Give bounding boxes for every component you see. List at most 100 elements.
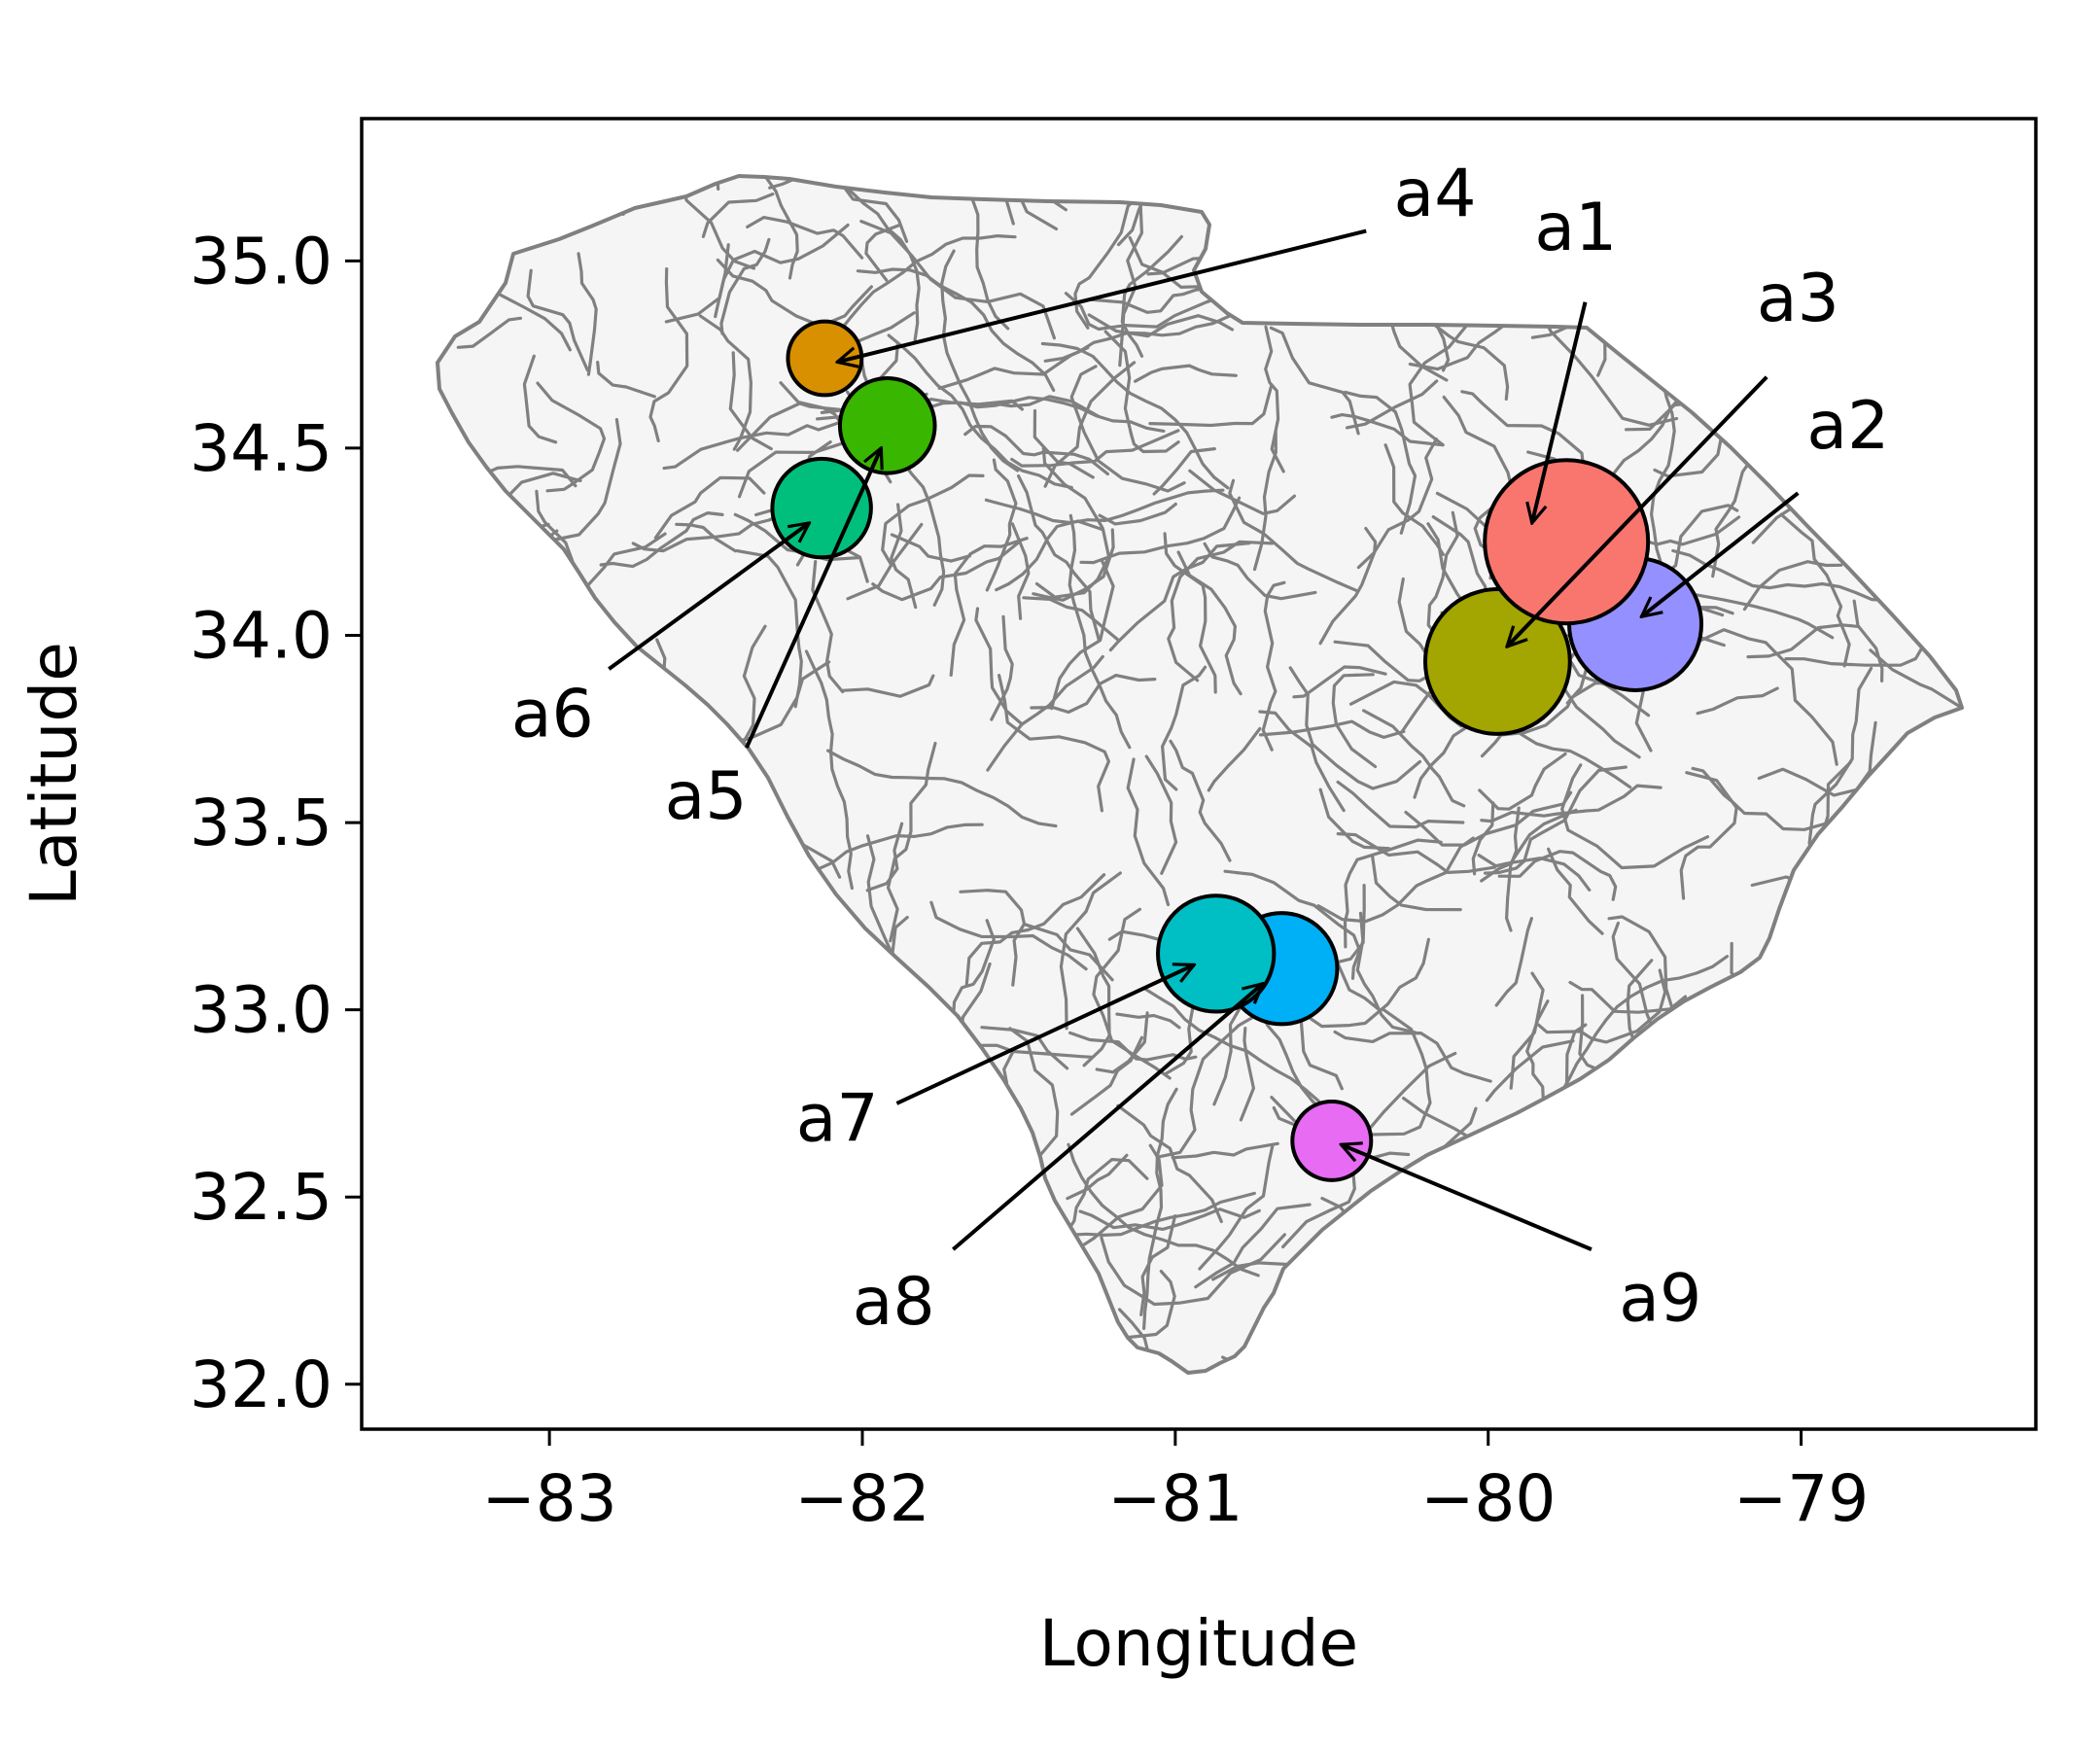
tract-edge <box>397 1285 430 1389</box>
tract-edge <box>1285 1239 1359 1373</box>
marker-a5 <box>837 376 937 475</box>
county-edge <box>1431 1212 1653 1269</box>
tract-edge <box>471 1281 580 1373</box>
tract-edge <box>621 1335 771 1373</box>
county-edge <box>1141 986 1341 1131</box>
tract-edge <box>1261 580 1286 752</box>
tract-edge <box>600 1055 676 1074</box>
arrow-a3 <box>1507 375 1768 647</box>
tract-edge <box>728 936 854 998</box>
tract-edge <box>1171 1141 1279 1160</box>
tract-edge <box>1075 927 1111 1068</box>
tract-edge <box>548 1052 621 1255</box>
annotation-label-a5: a5 <box>665 758 748 835</box>
y-tick-label: 34.5 <box>190 411 332 486</box>
tract-edge <box>521 896 581 994</box>
tract-edge <box>444 861 501 917</box>
tract-edge <box>929 900 1088 971</box>
county-edge <box>925 396 1166 433</box>
tract-edge <box>1292 665 1387 699</box>
tract-edge <box>865 822 904 892</box>
tract-edge <box>998 674 1110 813</box>
marker-a9 <box>1290 1099 1374 1182</box>
arrow-a7 <box>895 964 1194 1105</box>
tract-edge <box>1509 971 1545 1090</box>
tract-edge <box>1362 709 1466 808</box>
tract-edge <box>1826 1136 1916 1206</box>
tract-edge <box>1665 187 1756 384</box>
tract-edge <box>1064 292 1233 332</box>
county-edge <box>591 1268 776 1373</box>
tract-edge <box>803 1238 922 1256</box>
tract-edge <box>630 1275 825 1330</box>
tract-edge <box>1807 666 1873 855</box>
tract-edge <box>1194 1203 1312 1289</box>
tract-edge <box>1630 183 1710 304</box>
basemap <box>397 174 2035 1389</box>
tract-edge <box>1198 1144 1275 1271</box>
tract-edge <box>1746 623 1859 659</box>
tract-edge <box>1010 429 1180 468</box>
tract-edge <box>1815 215 1962 298</box>
tract-edge <box>1843 1099 1961 1224</box>
tract-edge <box>1157 997 1274 1159</box>
tract-edge <box>1397 577 1430 658</box>
tract-edge <box>859 220 1056 340</box>
tract-edge <box>1912 1297 1962 1373</box>
y-tick-label: 34.0 <box>190 598 332 673</box>
tract-edge <box>1478 752 1567 811</box>
tract-edge <box>1318 788 1391 851</box>
tract-edge <box>1088 284 1231 314</box>
county-edge <box>693 1297 775 1373</box>
arrow-a6 <box>608 523 809 671</box>
tract-edge <box>986 654 1104 772</box>
tract-edge <box>993 395 1101 418</box>
county-edge <box>1671 548 1908 603</box>
tract-edge <box>573 919 596 1036</box>
tract-edge <box>1654 176 1773 211</box>
county-edge <box>1548 955 1730 1110</box>
annotation-label-a7: a7 <box>796 1080 879 1157</box>
tract-edge <box>544 176 586 205</box>
tract-edge <box>1968 1346 2035 1368</box>
tract-edge <box>1505 806 1521 932</box>
tract-edge <box>668 1096 775 1160</box>
tract-edge <box>553 418 622 542</box>
x-tick-label: −80 <box>1420 1461 1556 1536</box>
tract-edge <box>480 626 578 683</box>
tract-edge <box>1163 532 1217 694</box>
tract-edge <box>1572 1146 1698 1260</box>
tract-edge <box>1742 560 1843 612</box>
tract-edge <box>1050 559 1115 711</box>
tract-edge <box>920 1030 971 1158</box>
tract-edge <box>1497 850 1618 901</box>
tract-edge <box>840 674 935 698</box>
annotation-label-a2: a2 <box>1806 388 1889 465</box>
tract-edge <box>1252 429 1278 572</box>
tract-edge <box>985 458 1018 592</box>
tract-edge <box>733 512 860 562</box>
tract-edge <box>526 268 589 372</box>
tract-edge <box>662 418 848 471</box>
tract-edge <box>499 885 625 951</box>
tract-edge <box>643 1071 758 1171</box>
tract-edge <box>1782 1161 1867 1219</box>
tract-edge <box>871 542 1020 602</box>
tract-edge <box>1547 847 1604 935</box>
tract-edge <box>1773 902 1832 984</box>
county-edge <box>826 749 1058 828</box>
tract-edge <box>1299 1347 1421 1373</box>
annotation-label-a1: a1 <box>1534 190 1617 266</box>
tract-edge <box>511 1162 604 1292</box>
county-edge <box>957 176 1010 331</box>
tract-edge <box>1494 917 1533 1007</box>
y-tick-label: 35.0 <box>190 224 332 298</box>
tract-edge <box>701 192 775 238</box>
arrow-a9 <box>1341 1144 1592 1251</box>
tract-edge <box>963 424 1109 476</box>
tract-edge <box>1269 326 1360 436</box>
tract-edge <box>1713 199 1838 229</box>
tract-edge <box>628 176 706 205</box>
tract-edge <box>499 1131 557 1243</box>
